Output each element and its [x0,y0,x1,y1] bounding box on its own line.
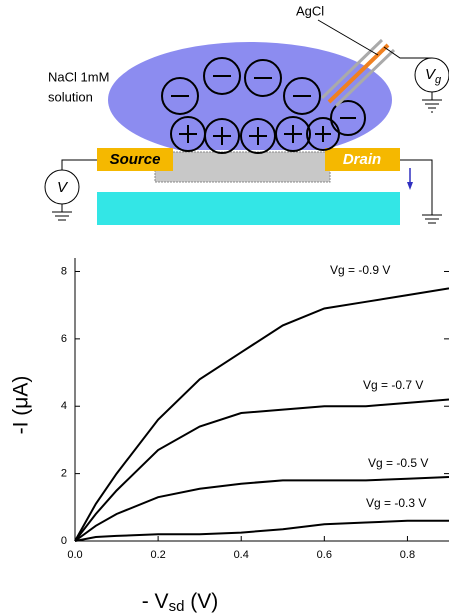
x-tick-label: 0.8 [400,549,415,561]
y-tick-label: 2 [61,468,67,480]
figure: AgCl NaCl 1mM solution Vg Source Drain V… [0,0,449,616]
y-tick-label: 6 [61,333,67,345]
nanotube-film [155,152,330,182]
solution-drop [108,42,392,158]
drain-label: Drain [343,151,381,168]
x-label-sub: sd [169,598,185,615]
y-tick-label: 4 [61,400,67,412]
x-label-rest: (V) [184,590,218,613]
substrate [97,192,400,225]
electrode-label: AgCl [296,3,324,18]
series-label: Vg = -0.7 V [363,378,423,392]
gate-label-sub: g [435,74,442,86]
series-label: Vg = -0.9 V [330,263,390,277]
series-line [75,521,449,541]
x-tick-label: 0.2 [150,549,165,561]
y-tick-label: 8 [61,265,67,277]
x-tick-label: 0.4 [234,549,249,561]
x-tick-label: 0.0 [67,549,82,561]
schematic: AgCl NaCl 1mM solution Vg Source Drain V [45,3,449,225]
source-label: Source [110,151,161,168]
y-tick-label: 0 [61,535,67,547]
series-line [75,400,449,542]
x-tick-label: 0.6 [317,549,332,561]
solution-label: solution [48,89,93,104]
solution-label: NaCl 1mM [48,69,109,84]
x-axis-label: - Vsd (V) [142,590,219,615]
y-axis-label: -I (μA) [10,376,33,435]
series-label: Vg = -0.5 V [368,456,428,470]
series-label: Vg = -0.3 V [366,496,426,510]
x-label-main: - V [142,590,169,613]
